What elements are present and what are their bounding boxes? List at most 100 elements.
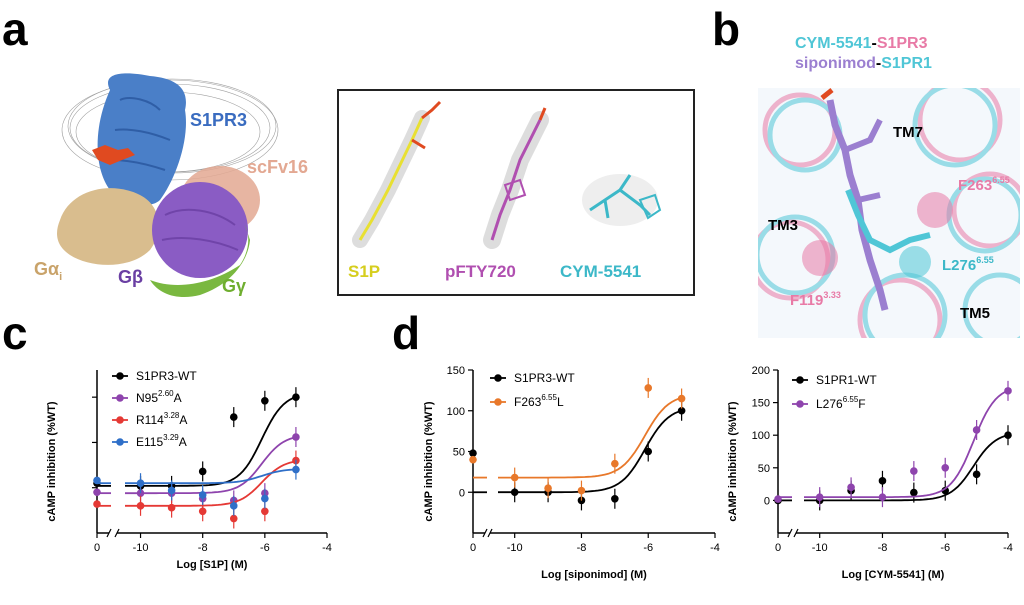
legend-label: F2636.55L [514,393,564,409]
legend-label: S1PR3-WT [136,369,197,383]
axis-break-mark [787,528,793,538]
fit-curve [125,396,297,487]
fit-curve [125,460,297,507]
fit-curve [125,468,296,485]
x-axis-label: Log [S1P] (M) [177,559,248,571]
data-point [1004,387,1012,395]
series-s1pr3-wt: S1PR3-WT [469,371,686,511]
data-point [93,476,101,485]
legend-marker [796,400,804,408]
data-point [941,464,950,472]
panel-letter-c: c [2,307,28,359]
fit-curve [804,389,1009,498]
data-point [774,495,782,503]
data-point [611,494,619,503]
data-point [261,507,269,516]
data-point [292,393,300,401]
axis-break-mark [793,528,799,538]
series-s1pr1-wt: S1PR1-WT [774,373,1012,511]
panel-letter-d: d [392,307,421,359]
y-axis-label: cAMP inhibition (%WT) [46,401,58,522]
data-point [878,477,887,485]
y-tick-label: 0 [764,495,770,507]
fit-curve [125,436,297,495]
data-point [644,447,653,456]
y-tick-label: 50 [453,447,465,459]
data-point [847,483,855,492]
series-s1pr3-wt: S1PR3-WT [93,369,300,496]
y-tick-label: 200 [752,365,770,377]
x-tick-label: -10 [812,542,828,554]
axis-break-mark [114,528,120,538]
legend-label: N952.60A [136,389,182,405]
legend-marker [116,438,124,446]
panel-letter-a: a [2,3,28,55]
legend-label: S1PR3-WT [514,371,575,385]
fit-curve [804,434,1009,502]
legend-marker [796,376,804,384]
axis-break-mark [482,528,488,538]
data-point [1004,431,1012,440]
data-point [910,467,918,475]
x-tick-label: -6 [643,542,653,554]
y-tick-label: 150 [447,365,465,377]
data-point [136,502,145,510]
data-point [198,467,207,476]
x-tick-label: -8 [577,542,587,554]
data-point [510,473,519,482]
series-r114: R1143.28A [93,411,300,529]
data-point [510,488,519,497]
data-point [815,493,824,501]
fit-curve [498,409,682,494]
legend-marker [116,372,124,380]
legend-marker [116,394,124,402]
data-point [261,494,269,503]
legend-marker [116,416,124,424]
legend-marker [494,374,502,382]
x-tick-label: -8 [198,542,208,554]
y-tick-label: 0 [459,487,465,499]
x-tick-label: -8 [878,542,888,554]
x-tick-label: -10 [133,542,149,554]
data-point [544,484,552,492]
y-axis-label: cAMP inhibition (%WT) [423,401,435,522]
x-tick-label: -4 [710,542,720,554]
legend-label: L2766.55F [816,395,866,411]
x-tick-label: -4 [322,542,332,554]
data-point [229,413,238,421]
fit-curve [498,396,682,479]
data-point [229,502,238,510]
data-point [261,396,269,405]
y-tick-label: 150 [752,398,770,410]
legend-label: E1153.29A [136,433,187,449]
series-f263: F2636.55L [469,377,686,501]
data-point [167,486,176,495]
y-axis-label: cAMP inhibition (%WT) [727,401,739,522]
y-tick-label: 100 [447,406,465,418]
chart-d-right: 0 -10 -8 -6 -4 0 50 100 150 200 Log [CYM-5541] (M)… [727,365,1013,581]
series-n95: N952.60A [93,389,300,511]
series-e115: E1153.29A [93,433,300,516]
y-tick-label: 50 [758,463,770,475]
data-point [644,384,653,392]
data-point [577,486,586,495]
data-point [910,488,918,497]
x-tick-label: 0 [775,542,781,554]
axis-break-mark [106,528,112,538]
data-point [136,479,145,487]
x-tick-label: 0 [470,542,476,554]
data-point [167,503,176,512]
legend-label: S1PR1-WT [816,373,877,387]
x-tick-label: 0 [94,542,100,554]
data-point [972,426,981,434]
data-point [469,455,477,464]
data-point [93,488,101,497]
legend-marker [494,398,502,406]
data-point [677,406,686,415]
data-point [292,433,300,441]
data-point [93,500,101,508]
x-tick-label: -6 [260,542,270,554]
chart-c: 0 -10 -8 -6 -4 Log [S1P] (M) cAMP inhibition (… [46,369,332,571]
x-axis-label: Log [CYM-5541] (M) [842,569,945,581]
